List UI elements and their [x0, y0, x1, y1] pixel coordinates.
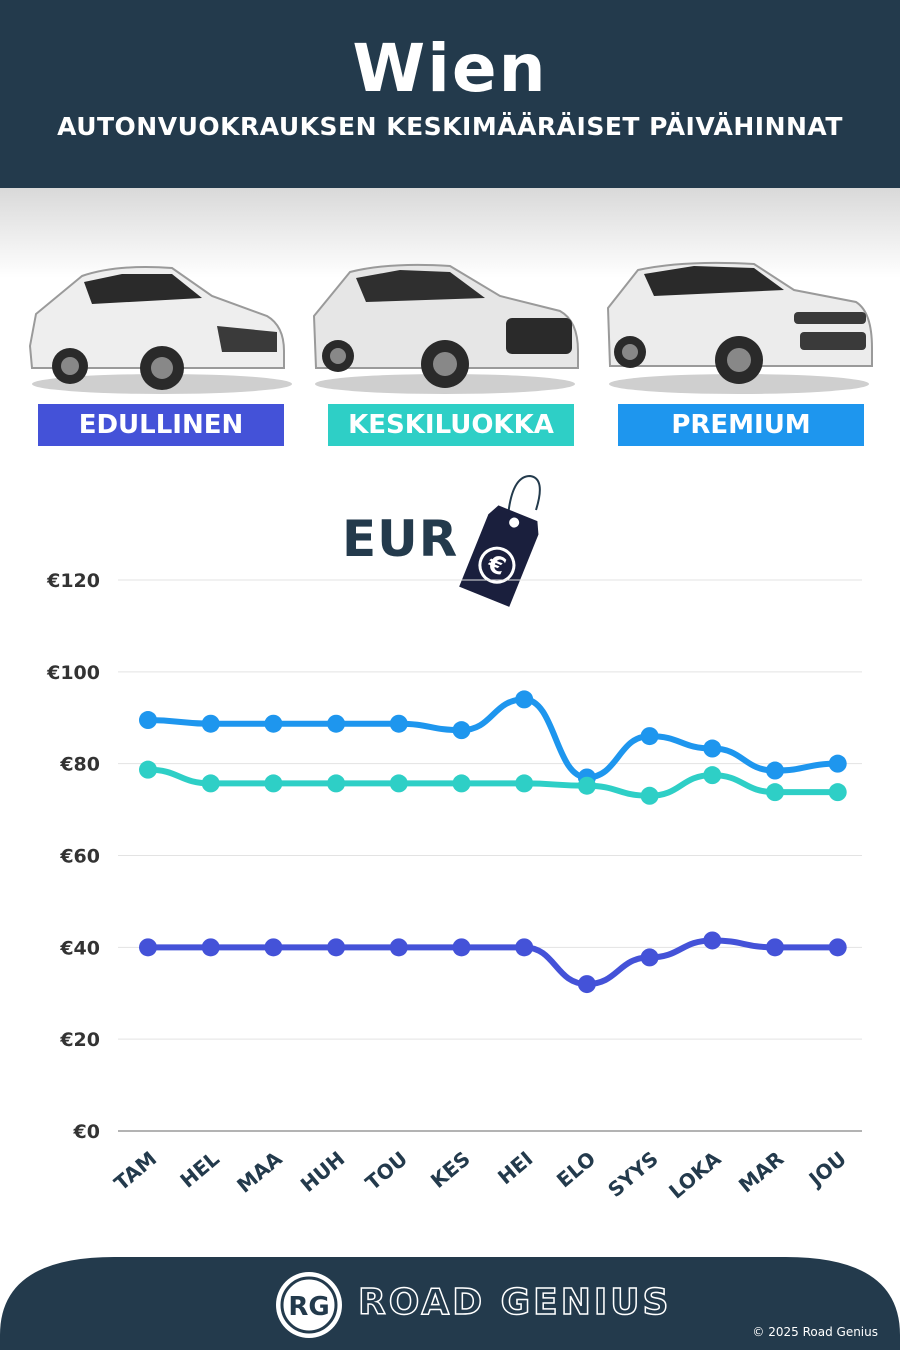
compact-car-image [28, 266, 292, 394]
data-point-keskiluokka [452, 774, 471, 793]
data-point-premium [766, 761, 784, 780]
header-banner: Wien AUTONVUOKRAUKSEN KESKIMÄÄRÄISET PÄI… [0, 0, 900, 188]
y-tick-label: €100 [46, 662, 100, 684]
data-point-premium [640, 727, 659, 746]
x-tick-label: SYYS [603, 1146, 663, 1202]
copyright-text: © 2025 Road Genius [752, 1325, 878, 1339]
x-tick-label: MAA [232, 1146, 287, 1197]
price-line-chart: €0 €20 €40 €60 €80 €100 €120 TAM HEL MAA HUH TOU KES… [46, 570, 862, 1203]
y-tick-label: €60 [59, 846, 100, 868]
data-point-edullinen [766, 938, 784, 957]
data-point-keskiluokka [139, 760, 157, 779]
y-tick-label: €80 [59, 754, 100, 776]
x-tick-label: TAM [109, 1146, 161, 1195]
data-point-edullinen [577, 975, 596, 994]
x-tick-label: KES [426, 1146, 475, 1192]
y-tick-label: €120 [46, 570, 100, 592]
data-point-premium [201, 714, 220, 733]
y-tick-label: €0 [73, 1121, 100, 1143]
data-point-edullinen [452, 938, 471, 957]
data-point-edullinen [703, 931, 722, 950]
data-point-edullinen [515, 938, 534, 957]
data-point-edullinen [828, 938, 847, 957]
x-tick-label: MAR [734, 1146, 788, 1197]
page-subtitle: AUTONVUOKRAUKSEN KESKIMÄÄRÄISET PÄIVÄHIN… [57, 112, 843, 141]
data-point-keskiluokka [766, 783, 784, 802]
road-genius-logo-icon: RG [276, 1272, 342, 1338]
data-point-edullinen [201, 938, 220, 957]
category-badge-premium: PREMIUM [618, 404, 864, 446]
page-title: Wien [352, 30, 548, 107]
series-line-keskiluokka [145, 766, 841, 799]
data-point-premium [139, 711, 157, 730]
brand-name: ROAD GENIUS [357, 1281, 672, 1324]
data-point-keskiluokka [515, 774, 534, 793]
x-tick-label: LOKA [664, 1146, 726, 1203]
data-point-premium [828, 754, 847, 773]
data-point-premium [703, 739, 722, 758]
x-tick-label: JOU [803, 1146, 851, 1192]
y-tick-label: €20 [59, 1029, 100, 1051]
currency-label: EUR [342, 510, 459, 568]
data-point-keskiluokka [201, 774, 220, 793]
data-point-premium [264, 714, 283, 733]
euro-price-tag-icon: € [459, 474, 541, 607]
data-point-keskiluokka [828, 783, 847, 802]
data-point-premium [515, 690, 534, 709]
data-point-edullinen [264, 938, 283, 957]
data-point-keskiluokka [640, 786, 659, 805]
data-point-edullinen [327, 938, 346, 957]
logo-text: RG [288, 1292, 329, 1322]
data-point-edullinen [389, 938, 408, 957]
midsize-suv-image [312, 263, 579, 394]
x-tick-label: HEL [175, 1146, 224, 1192]
y-tick-label: €40 [59, 937, 100, 959]
x-tick-label: ELO [552, 1146, 600, 1192]
category-badge-edullinen: EDULLINEN [38, 404, 284, 446]
data-point-edullinen [139, 938, 157, 957]
data-point-keskiluokka [577, 776, 596, 795]
data-point-premium [327, 714, 346, 733]
x-tick-label: HEI [493, 1146, 537, 1189]
data-point-edullinen [640, 948, 659, 967]
category-badge-keskiluokka: KESKILUOKKA [328, 404, 574, 446]
data-point-keskiluokka [327, 774, 346, 793]
data-point-premium [389, 714, 408, 733]
x-tick-label: HUH [296, 1146, 350, 1196]
x-tick-label: TOU [361, 1146, 412, 1195]
data-point-keskiluokka [389, 774, 408, 793]
data-point-premium [452, 721, 471, 740]
premium-suv-image [606, 261, 873, 394]
data-point-keskiluokka [703, 766, 722, 785]
series-line-premium [145, 696, 841, 781]
footer-banner [0, 1256, 900, 1350]
data-point-keskiluokka [264, 774, 283, 793]
